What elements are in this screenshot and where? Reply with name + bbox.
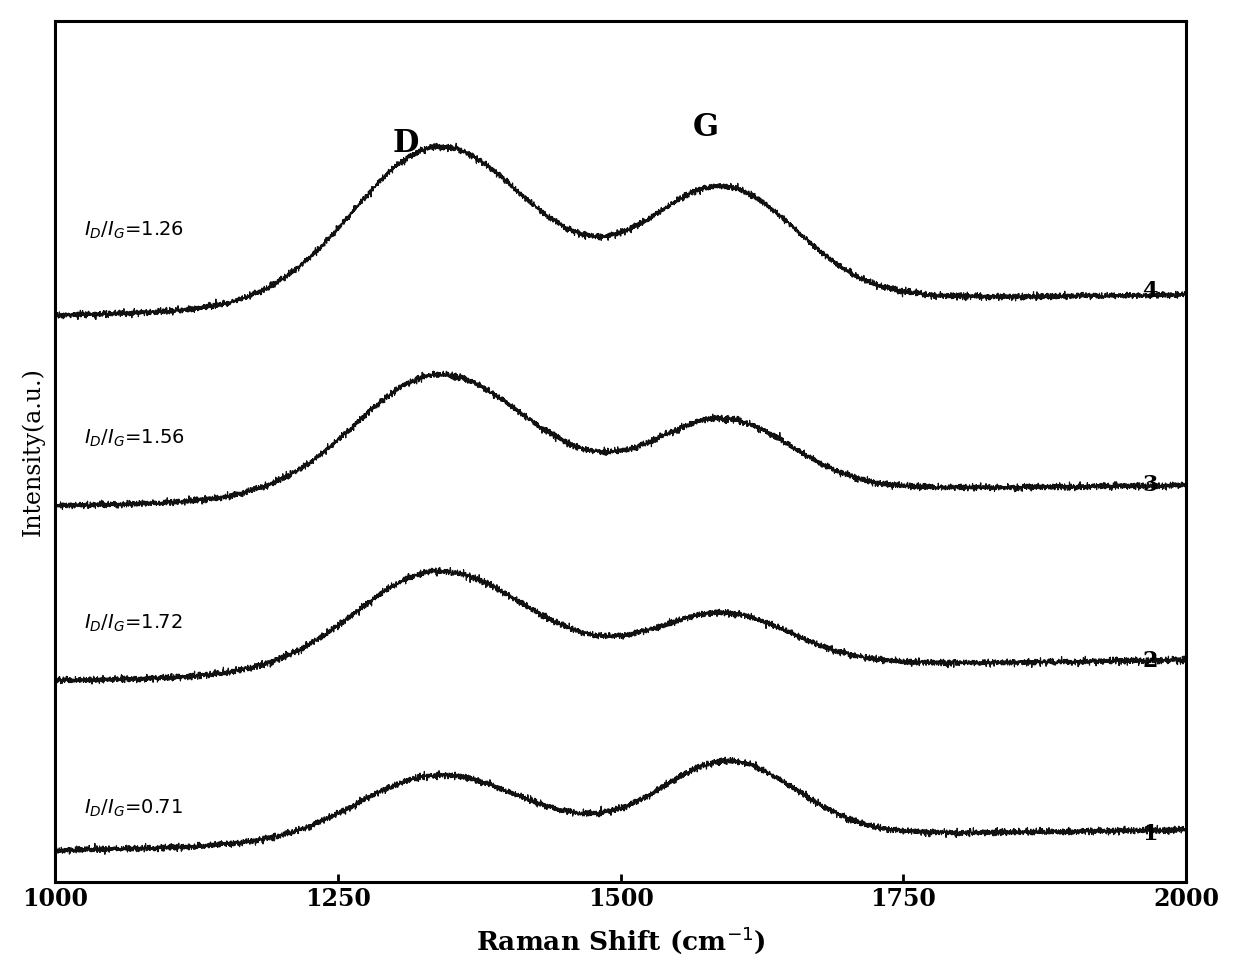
- Text: D: D: [393, 128, 419, 159]
- Y-axis label: Intensity(a.u.): Intensity(a.u.): [21, 366, 45, 535]
- Text: $I_D/I_G$=1.56: $I_D/I_G$=1.56: [84, 427, 185, 448]
- Text: $I_D/I_G$=1.26: $I_D/I_G$=1.26: [84, 220, 184, 241]
- X-axis label: Raman Shift (cm$^{-1}$): Raman Shift (cm$^{-1}$): [476, 924, 766, 956]
- Text: $I_D/I_G$=0.71: $I_D/I_G$=0.71: [84, 797, 182, 819]
- Text: 4: 4: [1142, 280, 1158, 302]
- Text: G: G: [693, 112, 719, 144]
- Text: 2: 2: [1142, 651, 1158, 672]
- Text: 1: 1: [1142, 823, 1158, 845]
- Text: 3: 3: [1142, 474, 1158, 495]
- Text: $I_D/I_G$=1.72: $I_D/I_G$=1.72: [84, 613, 182, 633]
